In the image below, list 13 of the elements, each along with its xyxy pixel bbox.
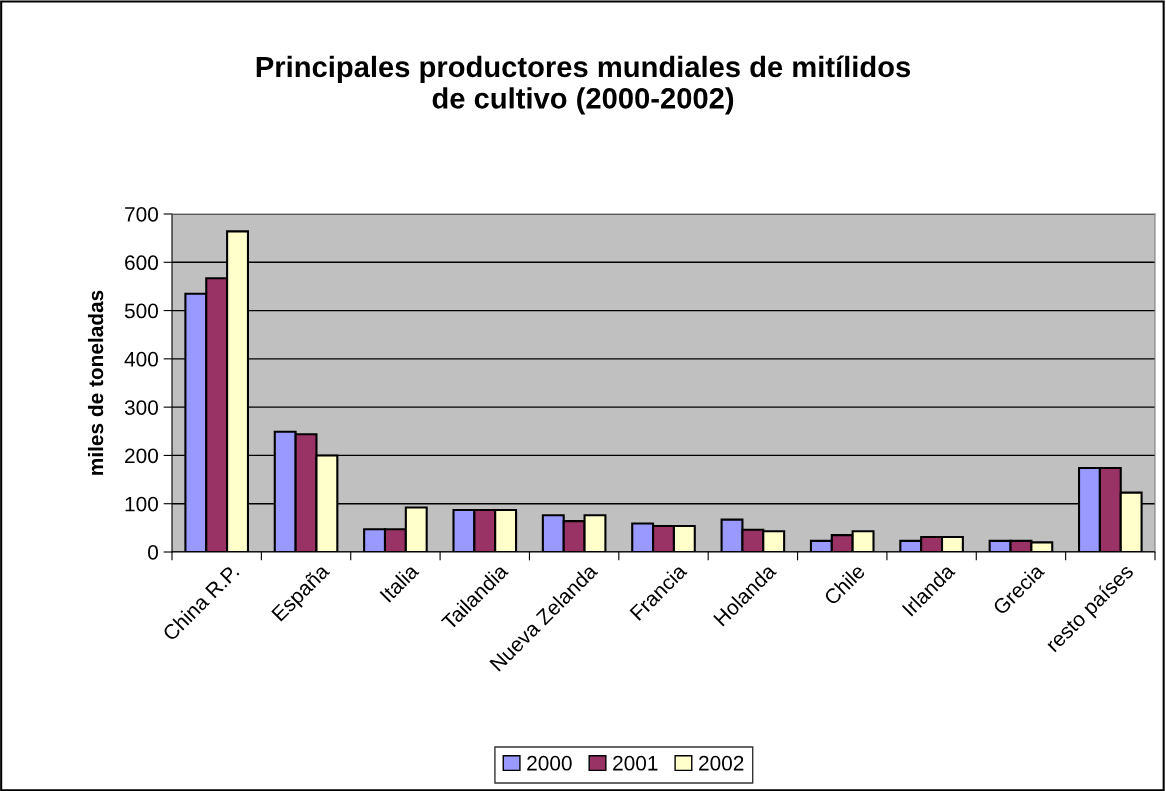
y-tick-label: 0 [148,545,158,560]
legend-label: 2001 [613,755,658,771]
legend-label: 2000 [527,755,572,771]
y-tick-label: 400 [124,351,158,367]
y-tick-label: 300 [124,400,158,415]
y-axis-title: miles de toneladas [87,290,104,475]
chart-title: Principales productores mundiales de mitílidos de cultivo (2000-2002) [256,55,911,115]
y-tick-label: 100 [125,496,158,512]
y-tick-label: 600 [125,255,158,271]
legend-label: 2002 [699,755,744,771]
y-tick-label: 700 [125,207,158,222]
y-tick-label: 500 [124,303,158,319]
y-tick-label: 200 [125,448,158,464]
